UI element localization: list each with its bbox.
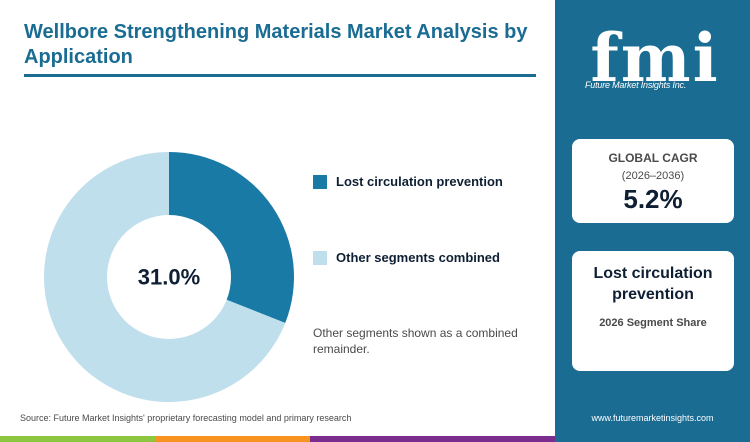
source-note: Source: Future Market Insights' propriet… bbox=[20, 413, 352, 423]
chart-note: Other segments shown as a combined remai… bbox=[313, 326, 518, 356]
segment-name: Lost circulation prevention bbox=[593, 265, 713, 303]
bottom-bar-green bbox=[0, 436, 155, 442]
cagr-label: GLOBAL CAGR bbox=[608, 151, 698, 165]
legend-label-lost-circulation: Lost circulation prevention bbox=[336, 174, 503, 189]
bottom-bar-purple bbox=[310, 436, 555, 442]
bottom-bar-blue bbox=[555, 436, 750, 442]
main-panel: Wellbore Strengthening Materials Market … bbox=[20, 21, 536, 423]
legend-swatch-lost-circulation bbox=[313, 174, 327, 189]
website-link[interactable]: www.futuremarketinsights.com bbox=[591, 413, 714, 423]
cagr-value: 5.2% bbox=[623, 184, 683, 214]
cagr-period: (2026–2036) bbox=[621, 170, 685, 182]
bottom-color-bar bbox=[0, 436, 750, 442]
logo-wordmark: fmi bbox=[590, 19, 719, 94]
segment-card: Lost circulation prevention 2026 Segment… bbox=[572, 251, 734, 371]
legend-item-other-segments: Other segments combined bbox=[313, 250, 500, 265]
donut-chart: 31.0% bbox=[44, 152, 294, 402]
sidebar: fmi Future Market Insights Inc. GLOBAL C… bbox=[555, 0, 750, 442]
center-value-label: 31.0% bbox=[138, 265, 200, 290]
fmi-logo: fmi bbox=[590, 19, 719, 94]
legend-item-lost-circulation: Lost circulation prevention bbox=[313, 174, 503, 189]
cagr-card: GLOBAL CAGR (2026–2036) 5.2% bbox=[572, 139, 734, 223]
donut-hole bbox=[107, 215, 231, 339]
bottom-bar-orange bbox=[155, 436, 310, 442]
chart-title: Wellbore Strengthening Materials Market … bbox=[24, 21, 528, 68]
title-underline bbox=[24, 74, 536, 77]
legend-swatch-other-segments bbox=[313, 250, 327, 265]
legend-label-other-segments: Other segments combined bbox=[336, 250, 500, 265]
segment-share-label: 2026 Segment Share bbox=[599, 317, 707, 329]
logo-subtitle: Future Market Insights Inc. bbox=[585, 80, 687, 90]
